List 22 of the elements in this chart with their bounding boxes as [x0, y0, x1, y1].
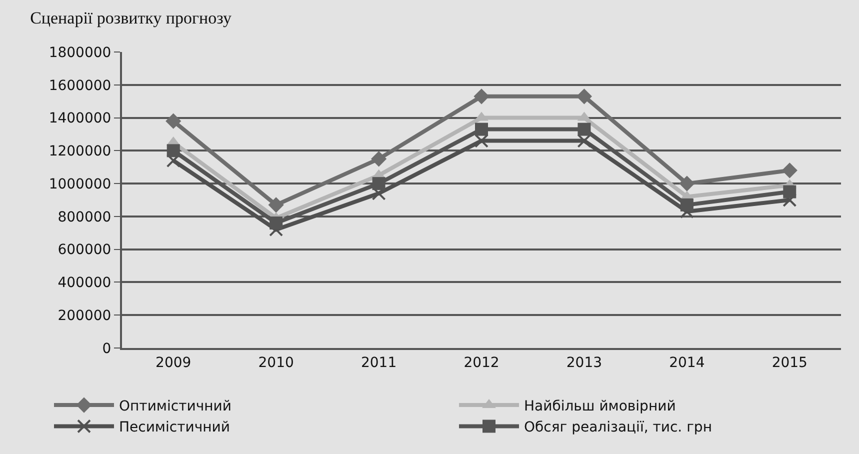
y-tick-label: 1800000 — [48, 44, 112, 61]
x-tick-label: 2009 — [156, 354, 192, 371]
y-tick-label: 1000000 — [48, 176, 112, 192]
y-tick-label: 200000 — [58, 308, 112, 324]
x-tick-label: 2013 — [566, 354, 602, 371]
y-tick-label: 0 — [102, 340, 112, 357]
y-tick-label: 1600000 — [48, 78, 112, 94]
legend-label: Оптимістичний — [119, 398, 232, 414]
y-tick-label: 400000 — [58, 275, 112, 292]
x-tick-label: 2012 — [464, 354, 500, 371]
legend-label: Найбільш ймовірний — [524, 398, 676, 414]
x-tick-label: 2014 — [669, 354, 705, 371]
chart-title: Сценарії розвитку прогнозу — [30, 8, 232, 28]
y-tick-label: 1400000 — [48, 110, 112, 127]
y-tick-label: 600000 — [58, 242, 112, 258]
x-tick-label: 2015 — [772, 354, 808, 371]
legend-label: Песимістичний — [119, 420, 230, 436]
legend-label: Обсяг реалізації, тис. грн — [524, 420, 712, 436]
x-tick-label: 2010 — [258, 354, 294, 371]
x-tick-label: 2011 — [360, 354, 397, 371]
y-tick-label: 1200000 — [48, 144, 112, 160]
y-tick-label: 800000 — [58, 209, 112, 226]
